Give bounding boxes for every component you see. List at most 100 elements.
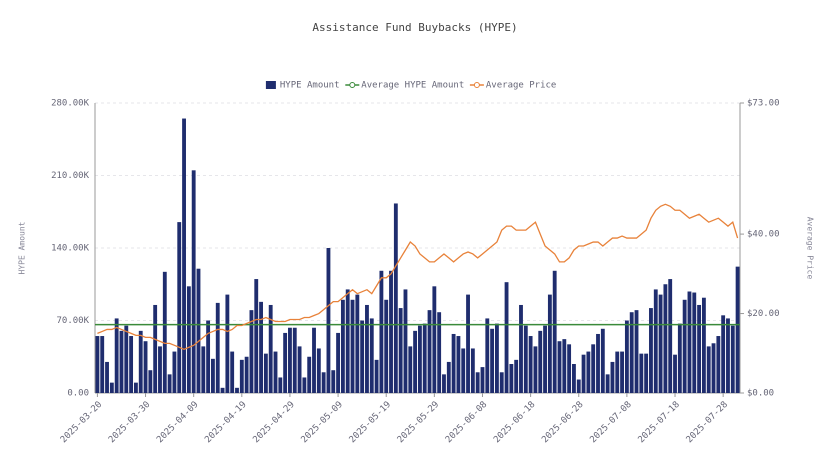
bar xyxy=(403,289,408,393)
bar xyxy=(191,170,196,393)
x-tick-label: 2025-06-08 xyxy=(444,400,489,445)
bar xyxy=(581,354,586,393)
bar xyxy=(186,286,191,393)
bar xyxy=(321,372,326,393)
y-tick-label: 280.00K xyxy=(51,99,90,109)
y-tick-label: 210.00K xyxy=(51,171,90,181)
bar xyxy=(446,361,451,393)
bar xyxy=(263,353,268,393)
bar xyxy=(239,359,244,393)
bar xyxy=(624,320,629,393)
bar xyxy=(591,344,596,393)
x-tick-label: 2025-05-29 xyxy=(396,400,441,445)
bar xyxy=(687,291,692,393)
bar xyxy=(514,359,519,393)
bar xyxy=(360,320,365,393)
bar xyxy=(528,336,533,393)
bar xyxy=(567,344,572,393)
bar xyxy=(288,327,292,393)
bar xyxy=(172,351,177,393)
bar xyxy=(480,367,485,393)
bar xyxy=(340,299,345,393)
bar xyxy=(369,318,374,393)
y-tick-label: 70.00K xyxy=(56,316,89,326)
bar xyxy=(95,336,100,393)
bar xyxy=(735,266,740,393)
legend-label: Average Price xyxy=(486,81,556,91)
bar xyxy=(509,364,514,393)
bar xyxy=(422,323,427,393)
bar xyxy=(726,318,730,393)
bar xyxy=(393,203,398,393)
bar xyxy=(615,351,620,393)
bar xyxy=(519,304,523,393)
bar xyxy=(408,346,413,393)
bar xyxy=(225,294,230,393)
bar xyxy=(572,364,576,393)
bar xyxy=(336,332,341,393)
bar xyxy=(605,374,610,393)
bar xyxy=(365,304,369,393)
bar xyxy=(629,312,634,393)
y2-tick-label: $40.00 xyxy=(747,230,780,240)
y2-tick-label: $73.00 xyxy=(747,99,780,109)
bar xyxy=(206,320,211,393)
bar xyxy=(307,356,312,393)
x-tick-label: 2025-06-18 xyxy=(492,400,537,445)
bar xyxy=(326,248,331,393)
bar xyxy=(259,301,263,393)
x-tick-label: 2025-04-29 xyxy=(251,400,296,445)
bar xyxy=(442,374,446,393)
bar xyxy=(677,323,682,393)
bar xyxy=(379,270,384,393)
bar xyxy=(244,356,249,393)
bar xyxy=(547,294,552,393)
x-tick-label: 2025-07-18 xyxy=(637,400,682,445)
bar xyxy=(268,304,273,393)
x-tick-label: 2025-04-09 xyxy=(155,400,200,445)
bar xyxy=(312,327,316,393)
bar xyxy=(552,270,557,393)
bar xyxy=(461,348,466,393)
bar xyxy=(499,372,504,393)
bar xyxy=(297,346,302,393)
bar xyxy=(538,330,543,393)
bar xyxy=(466,294,470,393)
price-line xyxy=(97,203,739,351)
bar xyxy=(230,351,235,393)
bar xyxy=(730,325,735,393)
y2-tick-label: $20.00 xyxy=(747,309,780,319)
bar xyxy=(220,387,225,393)
bar xyxy=(437,312,442,393)
bar xyxy=(182,118,186,394)
x-tick-label: 2025-06-28 xyxy=(540,400,585,445)
bar xyxy=(355,294,360,393)
bar xyxy=(302,377,307,393)
bar xyxy=(389,270,393,393)
bar xyxy=(639,353,644,393)
bar xyxy=(138,330,143,393)
bar xyxy=(143,341,148,393)
legend-swatch xyxy=(473,82,480,88)
bar xyxy=(596,333,600,393)
bar xyxy=(658,294,663,393)
bar xyxy=(201,346,206,393)
bar xyxy=(148,370,153,393)
bar xyxy=(663,284,668,393)
bar xyxy=(129,336,134,393)
bar xyxy=(292,327,297,393)
bar xyxy=(716,336,721,393)
y-axis-title: HYPE Amount xyxy=(18,221,27,274)
y-tick-label: 140.00K xyxy=(51,244,90,254)
bar xyxy=(177,222,182,393)
x-tick-label: 2025-07-28 xyxy=(685,400,730,445)
bar xyxy=(417,325,422,393)
bar xyxy=(682,299,687,393)
y2-axis-title: Average Price xyxy=(806,217,815,280)
bar xyxy=(196,268,201,393)
bar xyxy=(254,279,259,393)
bar xyxy=(215,302,220,393)
bar xyxy=(557,341,562,393)
